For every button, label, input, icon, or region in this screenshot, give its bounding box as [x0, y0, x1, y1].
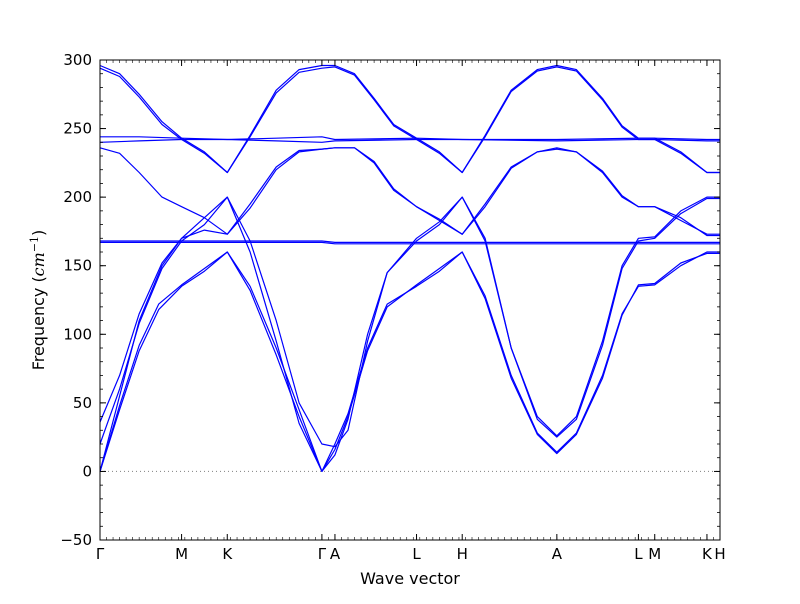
- series-line-3: [99, 196, 720, 472]
- y-axis-label-exponent: −1: [28, 236, 41, 252]
- x-tick-label: K: [702, 545, 713, 563]
- plot-frame: [99, 59, 721, 541]
- series-line-8: [100, 240, 720, 243]
- series-line-7: [100, 241, 720, 245]
- x-tick-label: A: [330, 545, 341, 563]
- series-line-4: [99, 196, 720, 448]
- series-line-2: [99, 251, 720, 472]
- x-tick-label: Γ: [318, 545, 327, 563]
- y-tick-label: −50: [60, 531, 92, 549]
- y-tick-label: 50: [73, 394, 92, 412]
- y-axis-label: Frequency (cm−1): [28, 230, 49, 371]
- x-axis-label: Wave vector: [360, 569, 460, 588]
- x-tick-label: L: [412, 545, 421, 563]
- x-tick-label: M: [648, 545, 661, 563]
- x-tick-label: Γ: [96, 545, 105, 563]
- x-tick-label: K: [222, 545, 233, 563]
- x-tick-label: H: [714, 545, 725, 563]
- y-tick-label: 250: [63, 120, 92, 138]
- y-tick-label: 150: [63, 257, 92, 275]
- series-line-11: [99, 64, 720, 174]
- y-axis-label-close: ): [29, 230, 48, 236]
- series-line-6: [99, 147, 720, 237]
- y-axis-label-unit: cm: [29, 252, 48, 276]
- series-line-12: [99, 66, 720, 174]
- y-tick-label: 200: [63, 188, 92, 206]
- x-tick-label: A: [552, 545, 563, 563]
- x-tick-label: M: [175, 545, 188, 563]
- series-layer: [99, 64, 720, 472]
- x-tick-label: L: [634, 545, 643, 563]
- y-tick-label: 0: [82, 462, 92, 480]
- y-axis-label-text: Frequency (: [29, 276, 48, 370]
- y-tick-label: 300: [63, 51, 92, 69]
- x-tick-label: H: [457, 545, 468, 563]
- y-tick-label: 100: [63, 325, 92, 343]
